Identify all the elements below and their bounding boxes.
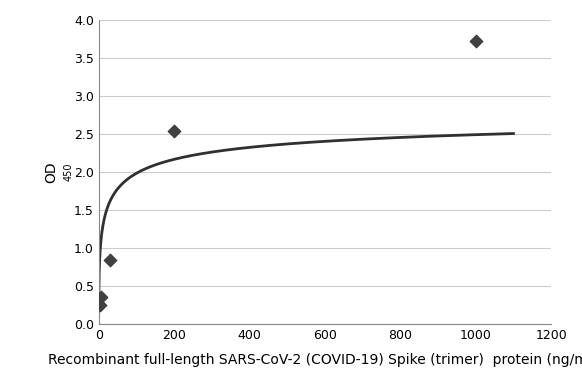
Point (95, 302, 105, 308)
Text: 450: 450 (64, 163, 74, 181)
Point (169, 128, 179, 134)
Point (471, 37, 480, 44)
Point (97, 295, 106, 301)
X-axis label: Recombinant full-length SARS-CoV-2 (COVID-19) Spike (trimer)  protein (ng/mL): Recombinant full-length SARS-CoV-2 (COVI… (48, 353, 582, 367)
Point (105, 257, 115, 263)
Text: OD: OD (44, 161, 58, 183)
